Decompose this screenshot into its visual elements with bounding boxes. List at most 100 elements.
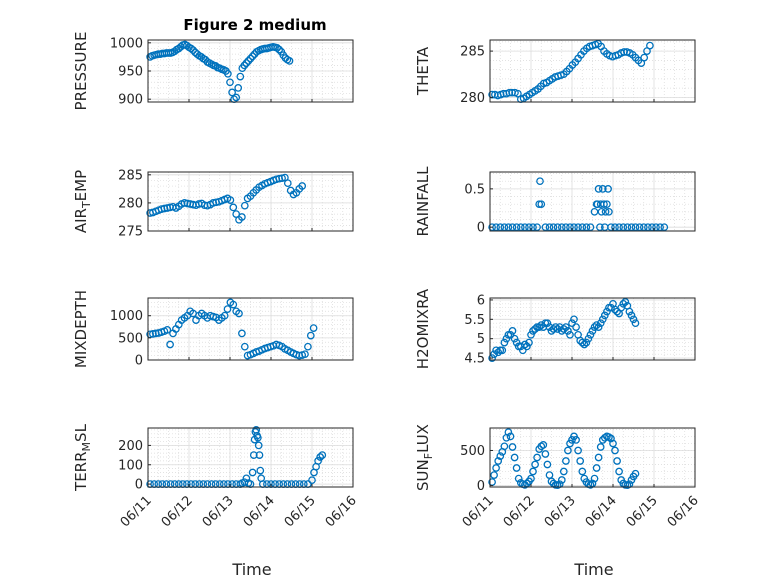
axes-box-theta xyxy=(489,39,696,103)
data-point xyxy=(562,323,570,331)
data-point xyxy=(594,453,603,462)
data-point xyxy=(564,327,572,335)
data-point xyxy=(494,348,503,357)
data-point xyxy=(557,223,566,232)
data-point xyxy=(512,223,521,232)
data-point xyxy=(601,207,610,216)
y-tick-label: 500 xyxy=(118,331,143,346)
data-point xyxy=(607,303,615,312)
y-axis-label-pressure: PRESSURE xyxy=(72,32,90,111)
data-point xyxy=(498,346,507,355)
data-point xyxy=(596,443,605,451)
data-point xyxy=(627,311,636,320)
data-point xyxy=(604,185,612,193)
data-point xyxy=(240,61,249,70)
data-point xyxy=(508,223,517,232)
data-point xyxy=(189,200,197,209)
data-point xyxy=(309,324,318,332)
data-point xyxy=(590,323,599,331)
data-point xyxy=(592,464,601,472)
data-point xyxy=(572,323,580,331)
data-point xyxy=(527,330,535,339)
axes-box-sun-flux xyxy=(489,427,696,488)
data-point xyxy=(514,474,523,483)
data-point xyxy=(506,432,515,441)
y-tick-label: 6 xyxy=(477,293,485,308)
data-point xyxy=(304,342,312,351)
data-point xyxy=(568,319,576,328)
data-point xyxy=(574,223,582,232)
data-point xyxy=(163,326,172,334)
data-point xyxy=(537,200,546,209)
data-point xyxy=(492,464,500,472)
data-point xyxy=(496,223,505,232)
data-point xyxy=(256,466,265,475)
data-point xyxy=(553,223,562,232)
data-point xyxy=(570,315,578,324)
data-point xyxy=(506,330,515,339)
data-point xyxy=(189,46,197,54)
data-point xyxy=(652,223,660,232)
data-point xyxy=(490,471,498,479)
y-tick-label: 285 xyxy=(460,45,485,60)
data-point xyxy=(613,457,621,465)
data-point xyxy=(200,201,209,210)
data-point xyxy=(510,334,519,343)
data-point xyxy=(238,213,246,221)
data-point xyxy=(527,474,535,483)
data-point xyxy=(248,468,257,477)
data-point xyxy=(578,467,587,476)
data-point xyxy=(640,53,649,62)
data-point xyxy=(660,223,669,232)
x-axis-label-left: Time xyxy=(231,560,271,579)
data-point xyxy=(592,321,601,329)
data-point xyxy=(625,307,634,316)
y-axis-label-mixdepth: MIXDEPTH xyxy=(72,290,90,368)
data-point xyxy=(529,467,537,476)
data-point xyxy=(646,41,654,50)
data-point xyxy=(635,223,644,232)
panel-rainfall: 0 0.5 RAINFALL xyxy=(414,166,696,237)
data-point xyxy=(607,434,615,443)
y-tick-label: 0 xyxy=(135,354,143,369)
data-point xyxy=(537,442,546,451)
data-point xyxy=(590,474,599,483)
data-point xyxy=(639,223,648,232)
data-point xyxy=(586,223,595,232)
data-point xyxy=(598,315,607,324)
data-point xyxy=(566,223,574,232)
data-point xyxy=(586,330,595,339)
panel-theta: 280 285 THETA xyxy=(414,39,696,106)
data-point xyxy=(525,223,533,232)
data-point xyxy=(541,450,550,458)
axes-box-air-temp xyxy=(147,171,354,232)
data-point xyxy=(508,327,517,335)
data-point xyxy=(510,453,519,462)
data-point xyxy=(597,207,606,216)
data-point xyxy=(533,453,541,462)
data-point xyxy=(536,177,544,186)
x-axis-label-right: Time xyxy=(573,560,613,579)
data-point xyxy=(223,305,232,313)
y-axis-label-rainfall: RAINFALL xyxy=(414,166,432,237)
y-axis-label-sun-flux: SUNFLUX xyxy=(414,424,435,491)
data-point xyxy=(529,223,537,232)
plot-area-terr-msl xyxy=(148,428,353,487)
data-point xyxy=(570,223,578,232)
data-point xyxy=(572,436,580,444)
data-point xyxy=(619,223,628,232)
data-point xyxy=(596,319,605,328)
data-point xyxy=(566,330,574,339)
data-point xyxy=(244,57,253,65)
y-tick-label: 285 xyxy=(118,168,143,183)
data-point xyxy=(623,223,632,232)
y-tick-label: 280 xyxy=(118,196,143,211)
data-point xyxy=(611,446,619,455)
data-point xyxy=(242,474,251,483)
data-point xyxy=(238,329,246,338)
data-point xyxy=(211,62,220,70)
data-point xyxy=(275,45,284,54)
data-point xyxy=(594,185,603,193)
y-tick-label: 100 xyxy=(118,458,143,473)
data-point xyxy=(586,481,595,489)
